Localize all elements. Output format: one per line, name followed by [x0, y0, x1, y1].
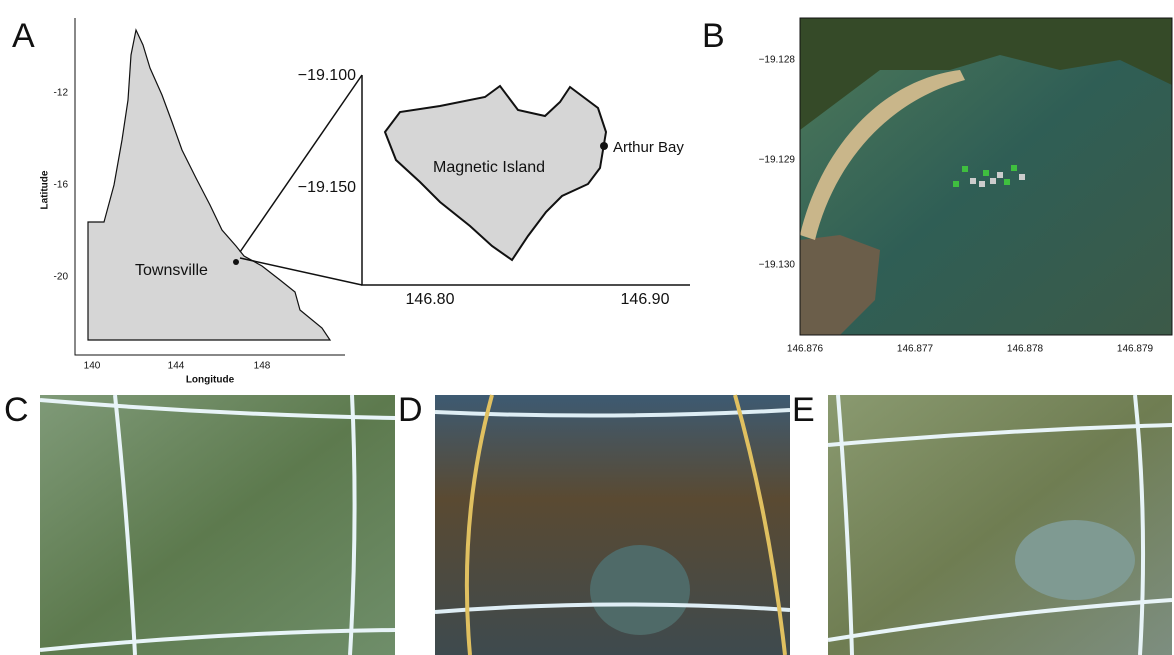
site-label: Arthur Bay	[613, 139, 684, 156]
island-label: Magnetic Island	[433, 159, 545, 176]
inset-x-tick-label: 146.80	[406, 291, 455, 308]
inset-y-tick-label: −19.100	[298, 67, 356, 84]
zoom-line	[240, 75, 362, 252]
y-tick-label: -20	[54, 272, 69, 283]
quadrat-photo	[40, 395, 395, 655]
coral	[590, 545, 690, 635]
panel-label: E	[792, 391, 815, 429]
coral	[1015, 520, 1135, 600]
town-marker	[233, 259, 239, 265]
plot	[962, 166, 968, 172]
plot	[970, 178, 976, 184]
inset-x-tick-label: 146.90	[621, 291, 670, 308]
plot	[979, 181, 985, 187]
site-marker	[600, 142, 608, 150]
plot	[1011, 165, 1017, 171]
x-tick-label: 140	[84, 361, 101, 372]
x-tick-label: 146.876	[787, 344, 824, 355]
y-tick-label: −19.129	[759, 155, 796, 166]
panel-label: C	[4, 391, 29, 429]
x-tick-label: 144	[168, 361, 185, 372]
x-tick-label: 146.879	[1117, 344, 1154, 355]
inset-y-tick-label: −19.150	[298, 179, 356, 196]
y-tick-label: -16	[54, 180, 69, 191]
place-label: Townsville	[135, 262, 208, 279]
x-tick-label: 146.877	[897, 344, 934, 355]
y-axis-label: Latitude	[40, 170, 51, 209]
plot	[983, 170, 989, 176]
plot	[997, 172, 1003, 178]
plot	[1004, 179, 1010, 185]
plot	[990, 178, 996, 184]
panel-label: D	[398, 391, 423, 429]
y-tick-label: -12	[54, 88, 69, 99]
x-tick-label: 146.878	[1007, 344, 1044, 355]
plot	[953, 181, 959, 187]
panel-label: A	[12, 17, 35, 55]
mainland-outline	[88, 30, 330, 340]
y-tick-label: −19.128	[759, 55, 796, 66]
figure: A -12 -16 -20 140 144 148 Latitude Longi…	[0, 0, 1174, 655]
y-tick-label: −19.130	[759, 260, 796, 271]
x-tick-label: 148	[254, 361, 271, 372]
plot	[1019, 174, 1025, 180]
panel-label: B	[702, 17, 725, 55]
x-axis-label: Longitude	[186, 375, 235, 386]
